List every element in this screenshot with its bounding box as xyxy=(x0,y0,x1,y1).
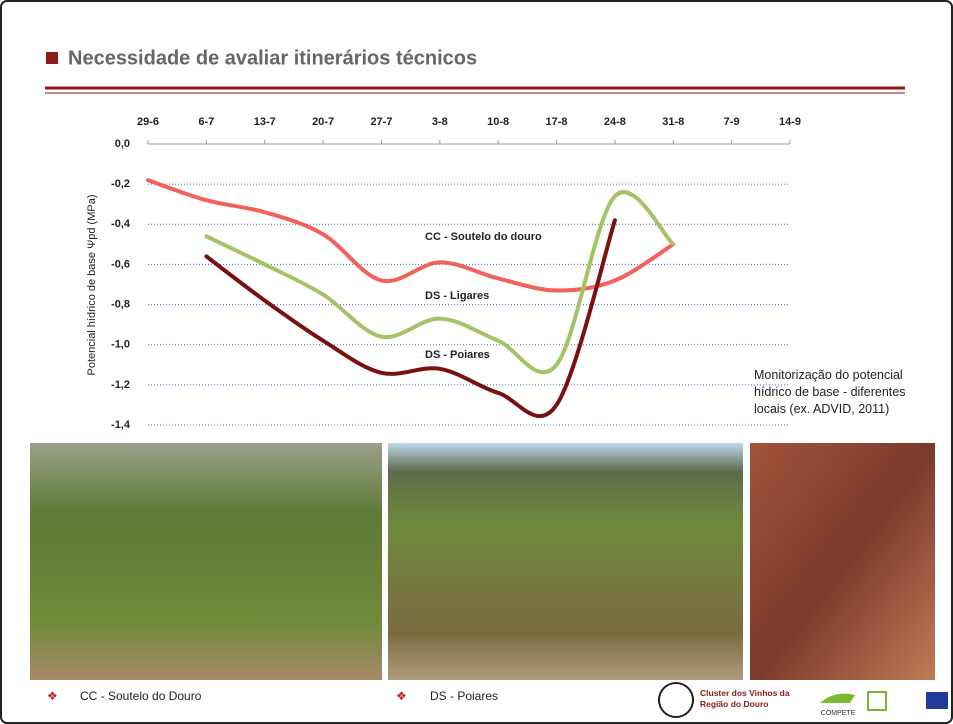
cluster-logo-text: Cluster dos Vinhos da Região do Douro xyxy=(700,688,790,709)
qren-logo xyxy=(867,691,887,711)
x-tick-label: 6-7 xyxy=(198,116,214,128)
compete-logo xyxy=(820,693,855,703)
x-tick-label: 31-8 xyxy=(662,116,684,128)
x-tick-label: 3-8 xyxy=(432,116,448,128)
bullet: ❖ xyxy=(47,689,58,703)
chart-note: Monitorização do potencial hídrico de ba… xyxy=(754,368,906,416)
cluster-logo xyxy=(658,682,694,718)
title-bullet xyxy=(46,52,58,64)
x-tick-label: 17-8 xyxy=(546,116,568,128)
y-tick-label: -0,8 xyxy=(111,298,130,310)
series-line xyxy=(204,218,617,419)
grapes-photo xyxy=(750,443,935,680)
compete-text: COMPETE xyxy=(821,710,856,717)
caption: DS - Poiares xyxy=(430,689,498,703)
y-tick-label: -1,2 xyxy=(111,379,130,391)
vineyard-photo xyxy=(30,443,382,680)
series-line xyxy=(204,190,676,375)
y-tick-label: -0,2 xyxy=(111,178,130,190)
logo-text: Cluster dos Vinhos da Região do Douro xyxy=(700,688,790,709)
x-tick-label: 27-7 xyxy=(370,116,392,128)
x-tick-label: 7-9 xyxy=(724,116,740,128)
y-tick-label: -0,6 xyxy=(111,258,130,270)
x-tick-label: 20-7 xyxy=(312,116,334,128)
bullet: ❖ xyxy=(396,689,407,703)
x-tick-label: 29-6 xyxy=(137,116,159,128)
y-tick-label: -1,0 xyxy=(111,339,130,351)
vineyard-photo xyxy=(388,443,743,680)
y-tick-label: 0,0 xyxy=(115,138,130,150)
x-tick-label: 10-8 xyxy=(487,116,509,128)
x-tick-label: 14-9 xyxy=(779,116,801,128)
y-tick-label: -1,4 xyxy=(111,419,131,431)
series-label: DS - Poiares xyxy=(425,349,490,361)
slide-title: Necessidade de avaliar itinerários técni… xyxy=(68,47,477,69)
series-line xyxy=(146,178,676,293)
y-axis-label: Potencial hídrico de base Ψpd (MPa) xyxy=(86,194,98,375)
series-label: DS - Ligares xyxy=(425,290,489,302)
x-tick-label: 24-8 xyxy=(604,116,626,128)
caption: CC - Soutelo do Douro xyxy=(80,689,202,703)
series-label: CC - Soutelo do douro xyxy=(425,231,542,243)
y-tick-label: -0,4 xyxy=(111,218,131,230)
x-tick-label: 13-7 xyxy=(254,116,276,128)
eu-flag xyxy=(926,692,948,709)
